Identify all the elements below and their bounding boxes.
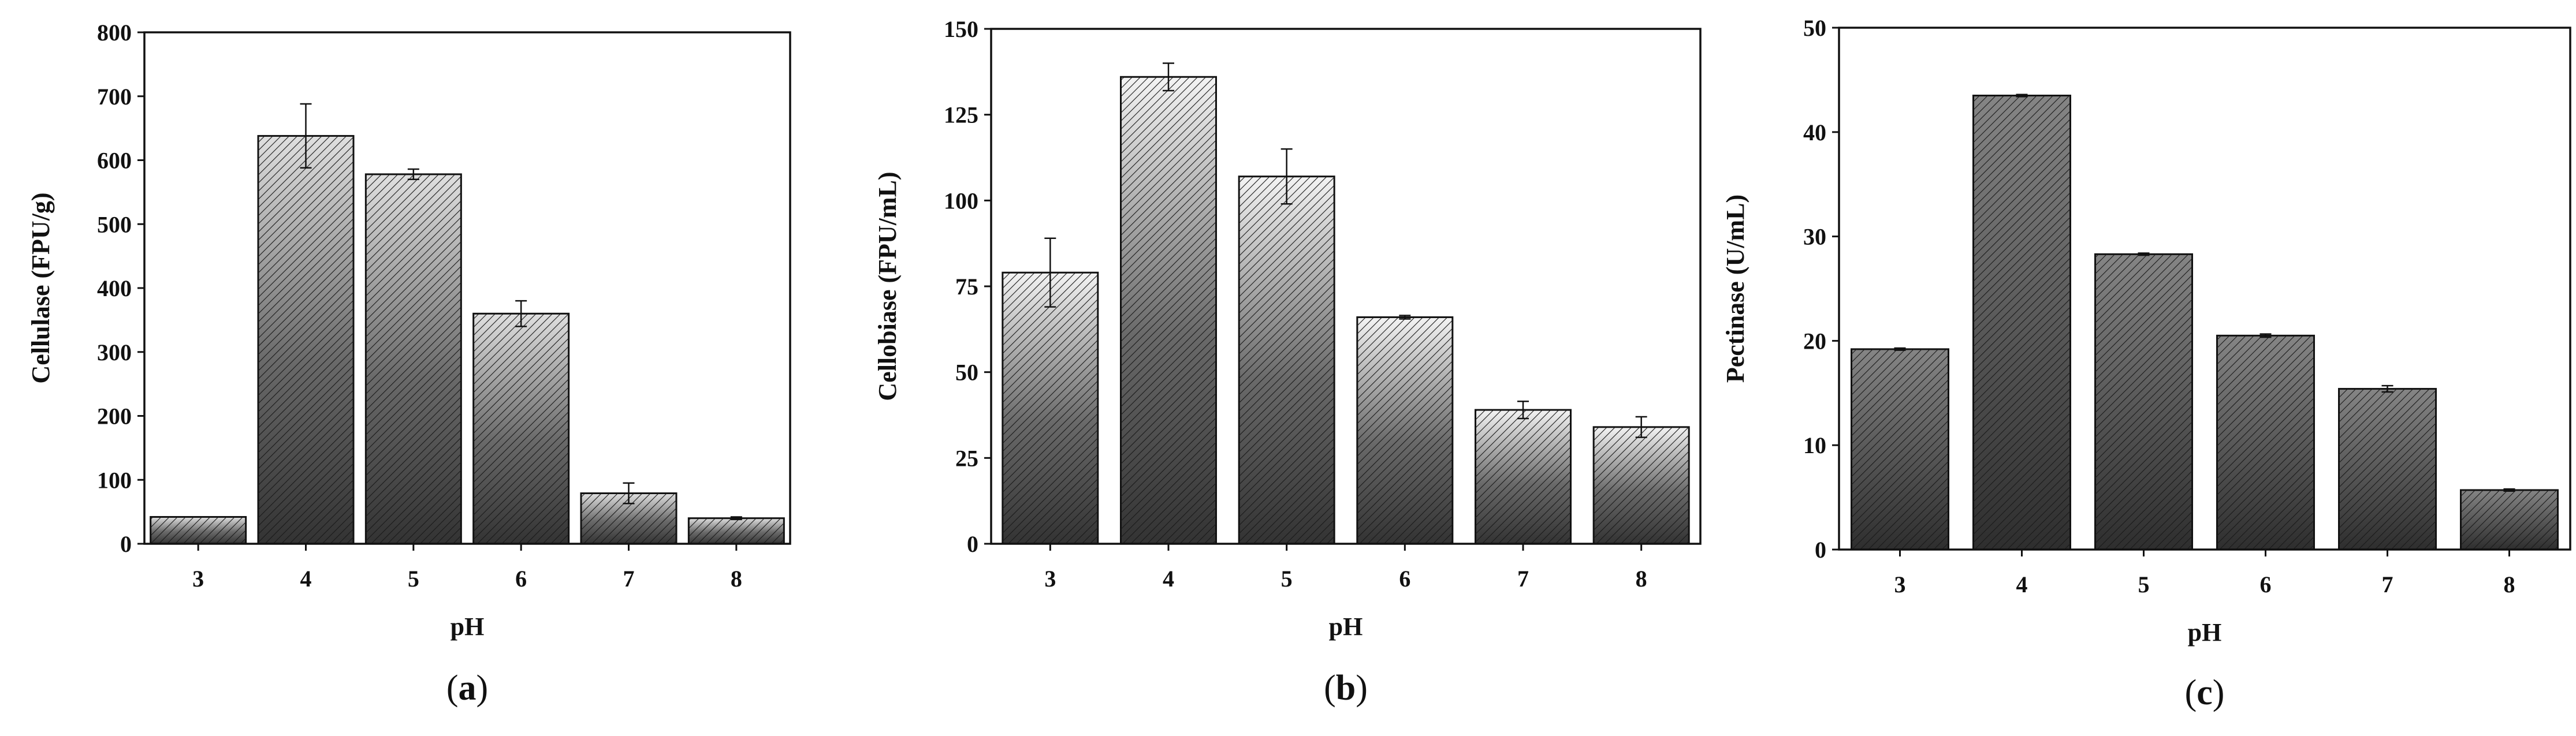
bar-hatch xyxy=(1475,410,1571,544)
x-tick-label: 6 xyxy=(1399,566,1410,592)
y-tick-label: 30 xyxy=(1803,224,1826,250)
x-tick-label: 4 xyxy=(2016,571,2028,597)
bar-hatch xyxy=(1851,349,1949,550)
x-tick-label: 5 xyxy=(408,566,419,592)
x-tick-label: 3 xyxy=(192,566,204,592)
x-axis-title: pH xyxy=(2188,618,2222,647)
y-tick-label: 300 xyxy=(97,339,132,365)
bar-hatch xyxy=(1239,176,1335,544)
y-tick-label: 0 xyxy=(967,531,978,557)
y-tick-label: 0 xyxy=(120,531,132,557)
y-tick-label: 125 xyxy=(944,102,978,128)
x-tick-label: 5 xyxy=(2138,571,2150,597)
bar-hatch xyxy=(688,518,784,544)
chart-panel-b: 3 4 5 6 7 8 0 25 50 75 100 125 150 pH Cellobiase (FPU/… xyxy=(873,16,1702,708)
bar-hatch xyxy=(1357,317,1453,544)
x-tick-label: 6 xyxy=(515,566,527,592)
plot-frame xyxy=(1838,27,2571,551)
y-tick-label: 600 xyxy=(97,148,132,174)
x-tick-label: 4 xyxy=(300,566,312,592)
bar-hatch xyxy=(2460,490,2558,550)
y-tick-label: 150 xyxy=(944,16,978,42)
bar-hatch xyxy=(1121,77,1216,544)
bar-hatch xyxy=(150,517,246,544)
bar-hatch xyxy=(2339,388,2436,550)
y-tick-label: 0 xyxy=(1815,537,1826,563)
y-tick-label: 500 xyxy=(97,211,132,237)
x-tick-label: 6 xyxy=(2260,571,2272,597)
x-tick-label: 5 xyxy=(1281,566,1293,592)
y-axis-title: Cellobiase (FPU/mL) xyxy=(873,171,902,401)
x-axis-title: pH xyxy=(451,612,485,641)
y-tick-label: 800 xyxy=(97,20,132,46)
bar-hatch xyxy=(473,313,569,544)
x-tick-label: 8 xyxy=(731,566,742,592)
x-axis-title: pH xyxy=(1329,612,1363,641)
x-tick-label: 8 xyxy=(2504,571,2515,597)
panel-label: (a) xyxy=(446,668,488,708)
y-tick-label: 50 xyxy=(1803,15,1826,41)
y-tick-label: 10 xyxy=(1803,432,1826,458)
y-tick-label: 700 xyxy=(97,84,132,110)
y-tick-label: 100 xyxy=(97,467,132,493)
x-tick-label: 7 xyxy=(1517,566,1529,592)
bar-hatch xyxy=(1973,95,2071,550)
y-tick-label: 25 xyxy=(955,445,978,471)
x-tick-label: 4 xyxy=(1163,566,1174,592)
y-tick-label: 75 xyxy=(955,274,978,300)
y-tick-label: 400 xyxy=(97,275,132,301)
plot-frame xyxy=(143,31,791,545)
x-tick-label: 7 xyxy=(623,566,635,592)
bar-hatch xyxy=(1002,272,1098,544)
y-tick-label: 40 xyxy=(1803,119,1826,145)
y-axis-title: Cellulase (FPU/g) xyxy=(27,192,55,383)
bar-hatch xyxy=(258,136,353,544)
x-tick-label: 7 xyxy=(2382,571,2393,597)
y-axis-title: Pectinase (U/mL) xyxy=(1721,195,1749,383)
bar-hatch xyxy=(2217,335,2314,550)
panel-label: (b) xyxy=(1324,668,1368,708)
bar-hatch xyxy=(1594,427,1689,544)
x-tick-label: 3 xyxy=(1044,566,1056,592)
y-tick-label: 100 xyxy=(944,188,978,214)
x-tick-label: 3 xyxy=(1894,571,1906,597)
bar-hatch xyxy=(2095,254,2192,550)
y-tick-label: 50 xyxy=(955,360,978,386)
panel-label: (c) xyxy=(2185,673,2225,712)
chart-panel-a: 3 4 5 6 7 8 0 100 200 300 400 500 600 700 800 pH Cellula… xyxy=(27,20,791,708)
y-tick-label: 20 xyxy=(1803,328,1826,354)
y-tick-label: 200 xyxy=(97,404,132,429)
bar-hatch xyxy=(366,174,461,544)
x-tick-label: 8 xyxy=(1636,566,1647,592)
chart-panel-c: 3 4 5 6 7 8 0 10 20 30 40 50 pH Pectinase (U/mL) (c) xyxy=(1721,15,2571,712)
plot-frame xyxy=(990,28,1702,545)
